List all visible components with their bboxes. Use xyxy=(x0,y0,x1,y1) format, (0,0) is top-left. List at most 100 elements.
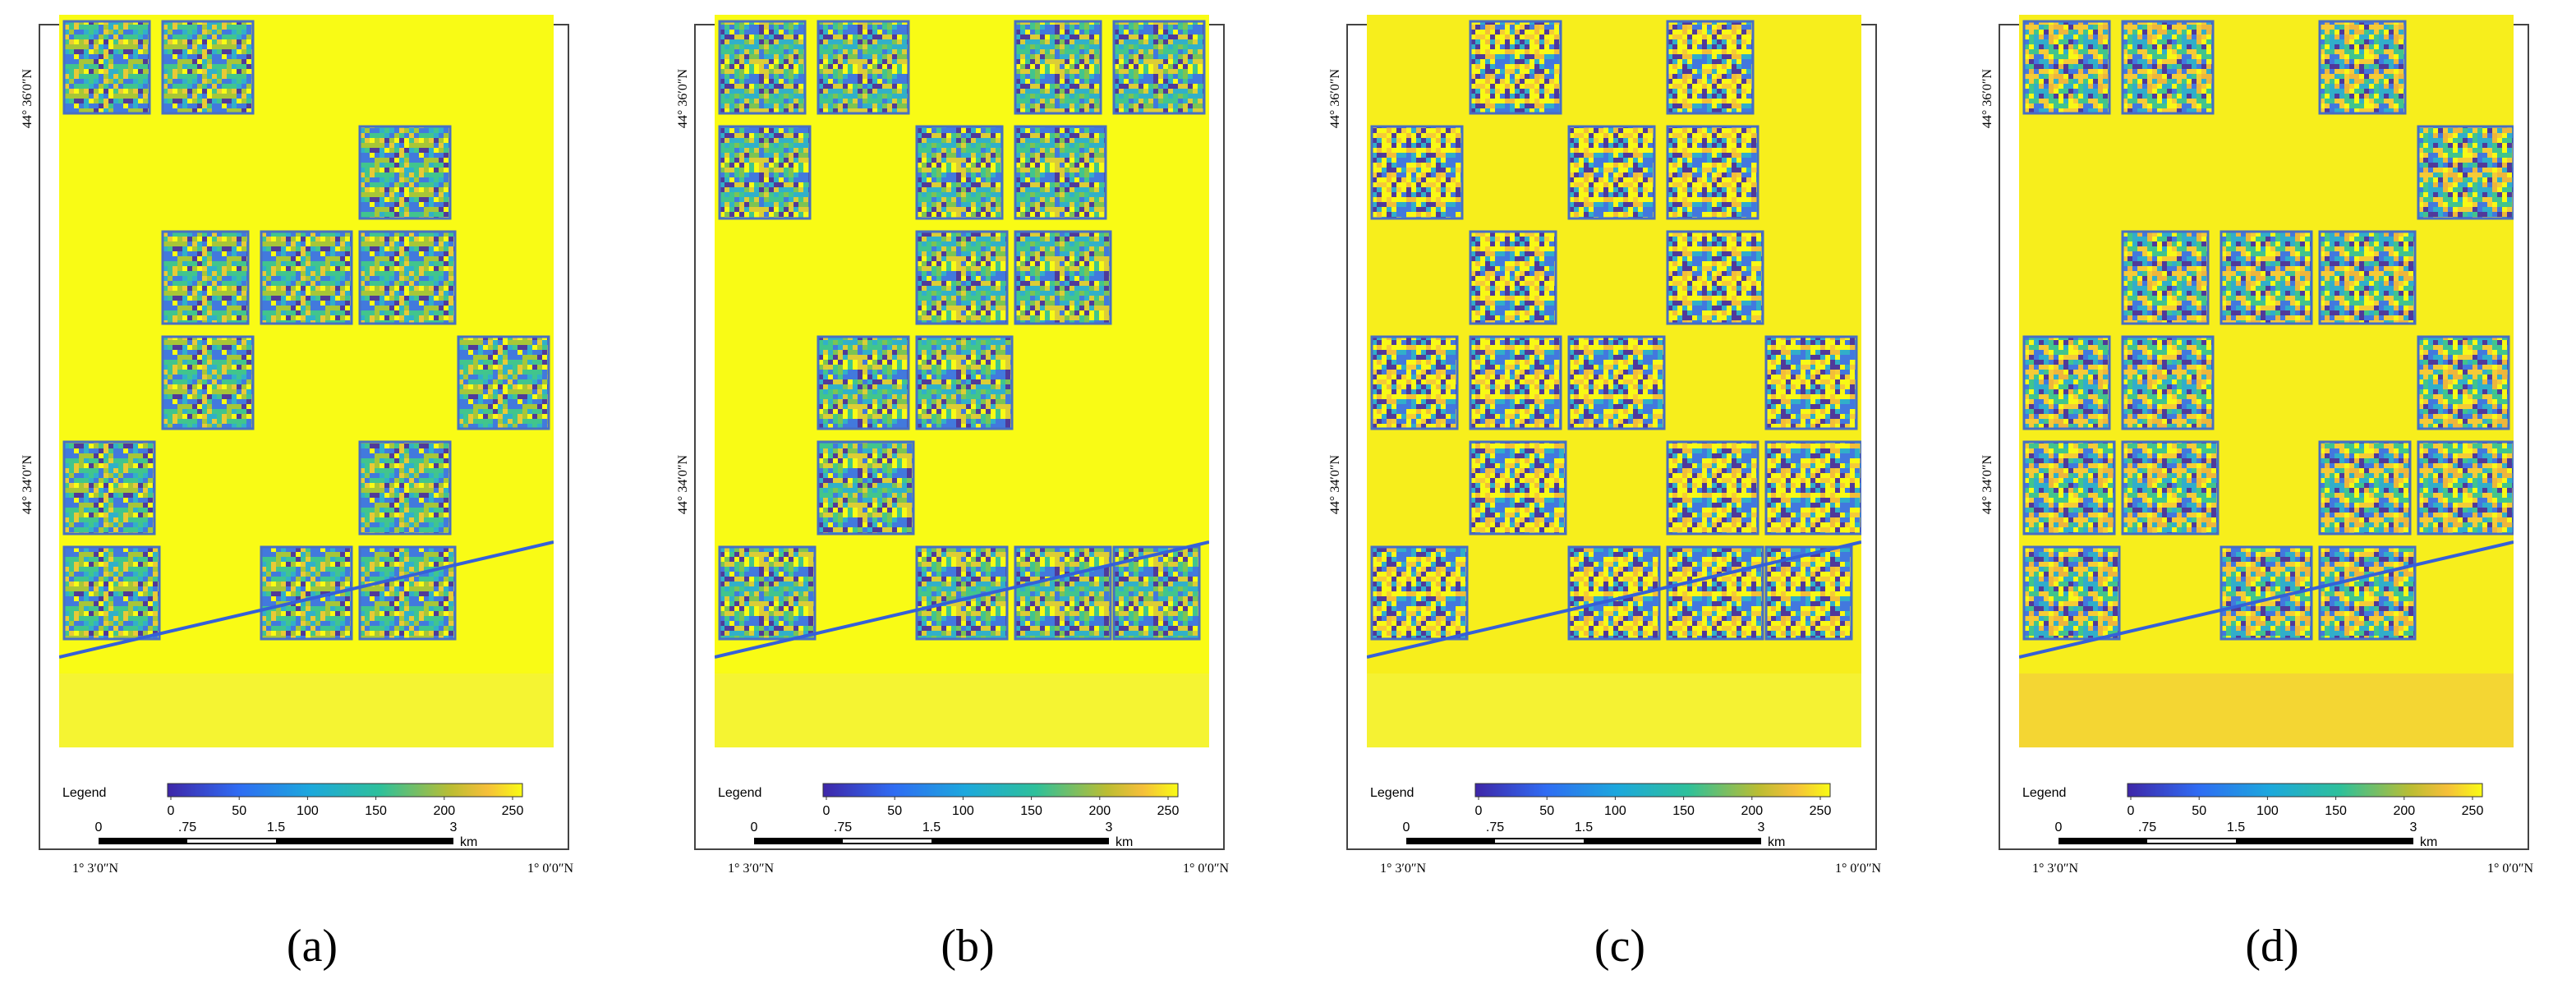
lon-label: 1° 3′0″N xyxy=(728,862,775,876)
scale-unit: km xyxy=(460,835,477,849)
map-panel: 44° 36′0″N 44° 34′0″N 1° 3′0″N 1° 0′0″N Lege… xyxy=(1328,15,1882,972)
scale-label: 1.5 xyxy=(2227,821,2245,834)
colorbar-label: 0 xyxy=(168,804,175,818)
field xyxy=(1469,230,1557,325)
field xyxy=(161,230,250,325)
road xyxy=(2019,540,2514,659)
lon-label: 1° 0′0″N xyxy=(2487,862,2534,876)
colorbar-label: 200 xyxy=(2393,804,2415,818)
field xyxy=(2022,545,2121,641)
scale-label: 3 xyxy=(2410,821,2417,834)
colorbar-label: 150 xyxy=(1020,804,1042,818)
field xyxy=(260,230,353,325)
scale-label: 3 xyxy=(1106,821,1113,834)
panel-caption: (c) xyxy=(1594,921,1645,972)
lat-label: 44° 34′0″N xyxy=(1980,455,1994,515)
colorbar-label: 200 xyxy=(1088,804,1111,818)
colorbar-label: 100 xyxy=(2256,804,2279,818)
map-raster xyxy=(1367,15,1861,747)
field xyxy=(1666,230,1764,325)
legend-title: Legend xyxy=(1370,786,1414,800)
map-panel: 44° 36′0″N 44° 34′0″N 1° 3′0″N 1° 0′0″N Lege… xyxy=(676,15,1230,972)
lat-label: 44° 34′0″N xyxy=(21,455,34,515)
colorbar-label: 250 xyxy=(502,804,524,818)
map-raster xyxy=(2019,15,2514,747)
map-raster xyxy=(59,15,554,747)
field xyxy=(2022,20,2111,115)
colorbar-label: 100 xyxy=(1604,804,1626,818)
lon-label: 1° 0′0″N xyxy=(1183,862,1230,876)
colorbar-label: 150 xyxy=(2325,804,2347,818)
colorbar-label: 100 xyxy=(297,804,319,818)
colorbar-label: 50 xyxy=(232,804,246,818)
scale-label: 0 xyxy=(95,821,103,834)
scale-label: 0 xyxy=(2055,821,2063,834)
field xyxy=(1370,335,1459,430)
lon-label: 1° 3′0″N xyxy=(72,862,119,876)
road xyxy=(715,540,1209,659)
field xyxy=(1469,20,1562,115)
field xyxy=(62,20,151,115)
colorbar-label: 0 xyxy=(2128,804,2135,818)
scale-bar-white xyxy=(843,839,932,843)
field xyxy=(718,20,807,115)
panel-caption: (d) xyxy=(2245,921,2298,972)
field xyxy=(816,440,915,536)
map-panel: 44° 36′0″N 44° 34′0″N 1° 3′0″N 1° 0′0″N Lege… xyxy=(1980,15,2534,972)
colorbar-label: 0 xyxy=(1475,804,1483,818)
scale-bar-white xyxy=(1495,839,1584,843)
field xyxy=(1666,20,1755,115)
field xyxy=(1469,335,1562,430)
lat-label: 44° 36′0″N xyxy=(676,69,690,129)
field xyxy=(358,230,457,325)
legend-title: Legend xyxy=(62,786,106,800)
field xyxy=(161,335,255,430)
field xyxy=(2417,125,2514,220)
field xyxy=(816,335,910,430)
colorbar xyxy=(167,783,523,798)
scale-label: 0 xyxy=(751,821,758,834)
scale-label: .75 xyxy=(2138,821,2156,834)
field xyxy=(161,20,255,115)
lon-label: 1° 0′0″N xyxy=(1835,862,1882,876)
field xyxy=(1666,545,1764,641)
field xyxy=(915,335,1014,430)
field xyxy=(718,125,812,220)
panel-caption: (b) xyxy=(941,921,994,972)
field xyxy=(2121,20,2215,115)
field xyxy=(1370,545,1469,641)
colorbar-label: 250 xyxy=(1157,804,1180,818)
colorbar-label: 50 xyxy=(1539,804,1554,818)
south-strip xyxy=(715,673,1209,747)
colorbar-label: 0 xyxy=(823,804,830,818)
scale-label: 1.5 xyxy=(1575,821,1593,834)
scale-unit: km xyxy=(2420,835,2437,849)
field xyxy=(358,440,452,536)
scale-bar-white xyxy=(187,839,276,843)
field xyxy=(2318,20,2407,115)
field xyxy=(915,230,1009,325)
road xyxy=(59,540,554,659)
lat-label: 44° 34′0″N xyxy=(1328,455,1342,515)
colorbar-label: 250 xyxy=(1810,804,1832,818)
field xyxy=(2318,545,2417,641)
scale-unit: km xyxy=(1768,835,1785,849)
field xyxy=(1112,20,1206,115)
scale-label: .75 xyxy=(834,821,852,834)
south-strip xyxy=(1367,673,1861,747)
panel-caption: (a) xyxy=(287,921,338,972)
scale-bar-white xyxy=(2147,839,2236,843)
lat-label: 44° 36′0″N xyxy=(1980,69,1994,129)
scale-label: 1.5 xyxy=(267,821,285,834)
scale-unit: km xyxy=(1116,835,1133,849)
field xyxy=(2121,335,2215,430)
colorbar xyxy=(822,783,1179,798)
field xyxy=(1370,125,1464,220)
field xyxy=(2417,440,2514,536)
field xyxy=(1014,20,1102,115)
scale-label: 3 xyxy=(450,821,458,834)
field xyxy=(2318,440,2412,536)
field xyxy=(457,335,550,430)
map-raster xyxy=(715,15,1209,747)
